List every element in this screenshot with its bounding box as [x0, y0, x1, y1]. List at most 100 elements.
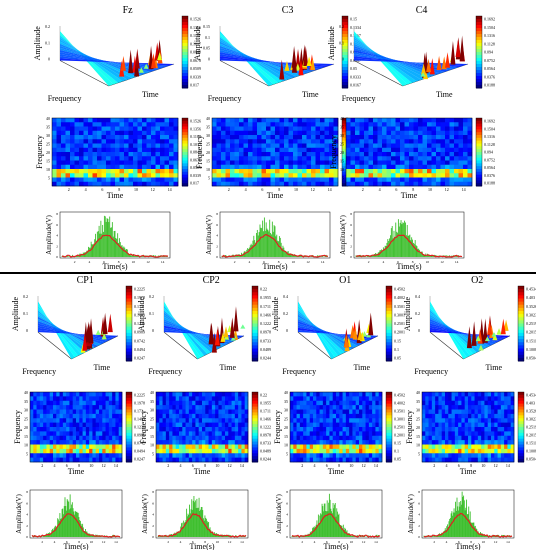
x-axis-label: Frequency: [414, 367, 448, 376]
spectrogram-cell: [391, 130, 396, 136]
spectrogram-cell: [391, 122, 396, 127]
spectrogram-cell: [320, 122, 325, 127]
colorbar-segment: [476, 25, 482, 29]
colorbar-tick-label: 0.3501: [394, 409, 405, 414]
y-tick-label: 20: [150, 425, 154, 430]
spectrogram-cell: [279, 169, 285, 174]
spectrogram-cell: [244, 418, 249, 423]
spectrogram-cell: [112, 431, 116, 437]
spectrogram-cell: [309, 392, 314, 397]
spectrogram-cell: [221, 177, 226, 183]
spectrogram-cell: [151, 160, 156, 166]
spectrogram-cell: [33, 392, 37, 397]
colorbar-segment: [182, 64, 188, 68]
spectrogram-cell: [468, 392, 472, 397]
spectrogram-cell: [422, 409, 426, 415]
spectrogram-cell: [238, 448, 242, 454]
surface-peak: [478, 344, 484, 351]
spectrogram-cell: [221, 160, 226, 166]
x-tick-label: 12: [228, 463, 232, 468]
spectrogram-cell: [382, 169, 387, 174]
spectrogram-cell: [400, 181, 405, 187]
spectrogram-cell: [445, 431, 449, 437]
colorbar-segment: [126, 298, 132, 303]
spectrogram-cell: [322, 422, 327, 428]
spectrogram-cell: [491, 418, 495, 423]
spectrogram-cell: [468, 453, 472, 458]
spectrogram-cell: [169, 156, 174, 161]
spectrogram-cell: [342, 392, 347, 397]
spectrogram-cell: [92, 177, 98, 183]
spectrogram-cell: [474, 431, 479, 437]
spectrogram-cell: [234, 440, 239, 445]
spectrogram-cell: [316, 444, 320, 450]
spectrogram-cell: [326, 453, 330, 458]
colorbar-segment: [476, 152, 482, 156]
spectrogram-cell: [92, 169, 98, 174]
y-tick-label: 25: [340, 142, 344, 147]
colorbar-segment: [386, 427, 392, 431]
spectrogram-cell: [230, 139, 235, 144]
spectrogram-cell: [474, 427, 479, 432]
spectrogram-cell: [454, 431, 459, 437]
spectrogram-cell: [118, 453, 123, 458]
spectrogram-cell: [365, 418, 370, 423]
spectrogram-cell: [355, 181, 360, 187]
spectrogram-cell: [234, 405, 239, 410]
y-tick-label: 2: [286, 524, 288, 528]
spectrogram-cell: [133, 126, 138, 132]
spectrogram-cell: [33, 440, 37, 445]
spectrogram-cell: [110, 169, 116, 174]
spectrogram-cell: [441, 435, 446, 441]
spectrogram-cell: [106, 122, 111, 127]
spectrogram-cell: [422, 160, 428, 166]
spectrogram-cell: [471, 396, 475, 402]
spectrogram-cell: [115, 152, 120, 157]
spectrogram-cell: [108, 396, 113, 402]
spectrogram-cell: [65, 135, 71, 140]
x-tick-label: 14: [506, 540, 510, 544]
spectrogram-cell: [221, 396, 226, 402]
spectrogram-cell: [175, 396, 180, 402]
spectrogram-cell: [378, 448, 383, 454]
spectrogram-cell: [445, 444, 449, 450]
spectrogram-cell: [182, 440, 186, 445]
spectrogram-cell: [468, 413, 472, 419]
spectrogram-cell: [471, 409, 475, 415]
spectrogram-cell: [507, 405, 512, 410]
spectrogram-cell: [359, 118, 365, 123]
spectrogram-cell: [101, 152, 107, 157]
panel-title: CP2: [203, 275, 220, 286]
spectrogram-cell: [211, 396, 216, 402]
spectrogram-cell: [164, 160, 170, 166]
spectrogram-cell: [342, 413, 347, 419]
spectrogram-cell: [386, 126, 392, 132]
colorbar-segment: [518, 332, 524, 337]
colorbar-tick-label: 0.0678: [190, 157, 201, 162]
surface-peak: [482, 318, 488, 343]
spectrogram-cell: [99, 405, 103, 410]
spectrogram-cell: [425, 413, 429, 419]
spectrogram-cell: [316, 418, 320, 423]
colorbar-tick-label: 0.2501: [394, 321, 405, 326]
colorbar-segment: [342, 146, 348, 150]
spectrogram-cell: [230, 122, 235, 127]
spectrogram-cell: [230, 169, 235, 174]
spectrogram-cell: [438, 444, 443, 450]
colorbar-segment: [182, 70, 188, 74]
spectrogram-cell: [279, 118, 285, 123]
surface-peak: [102, 312, 108, 335]
spectrogram-cell: [261, 126, 267, 132]
colorbar-segment: [342, 140, 348, 144]
spectrogram-cell: [30, 413, 34, 419]
spectrogram-cell: [368, 422, 373, 428]
colorbar-segment: [342, 28, 348, 32]
spectrogram-cell: [481, 409, 485, 415]
surface-strip: [60, 33, 119, 85]
x-tick-label: 8: [78, 540, 80, 544]
colorbar-segment: [252, 447, 258, 451]
y-tick-label: 2: [152, 524, 154, 528]
y-tick-label: 35: [24, 399, 28, 404]
spectrogram-cell: [471, 418, 475, 423]
spectrogram-cell: [438, 440, 443, 445]
